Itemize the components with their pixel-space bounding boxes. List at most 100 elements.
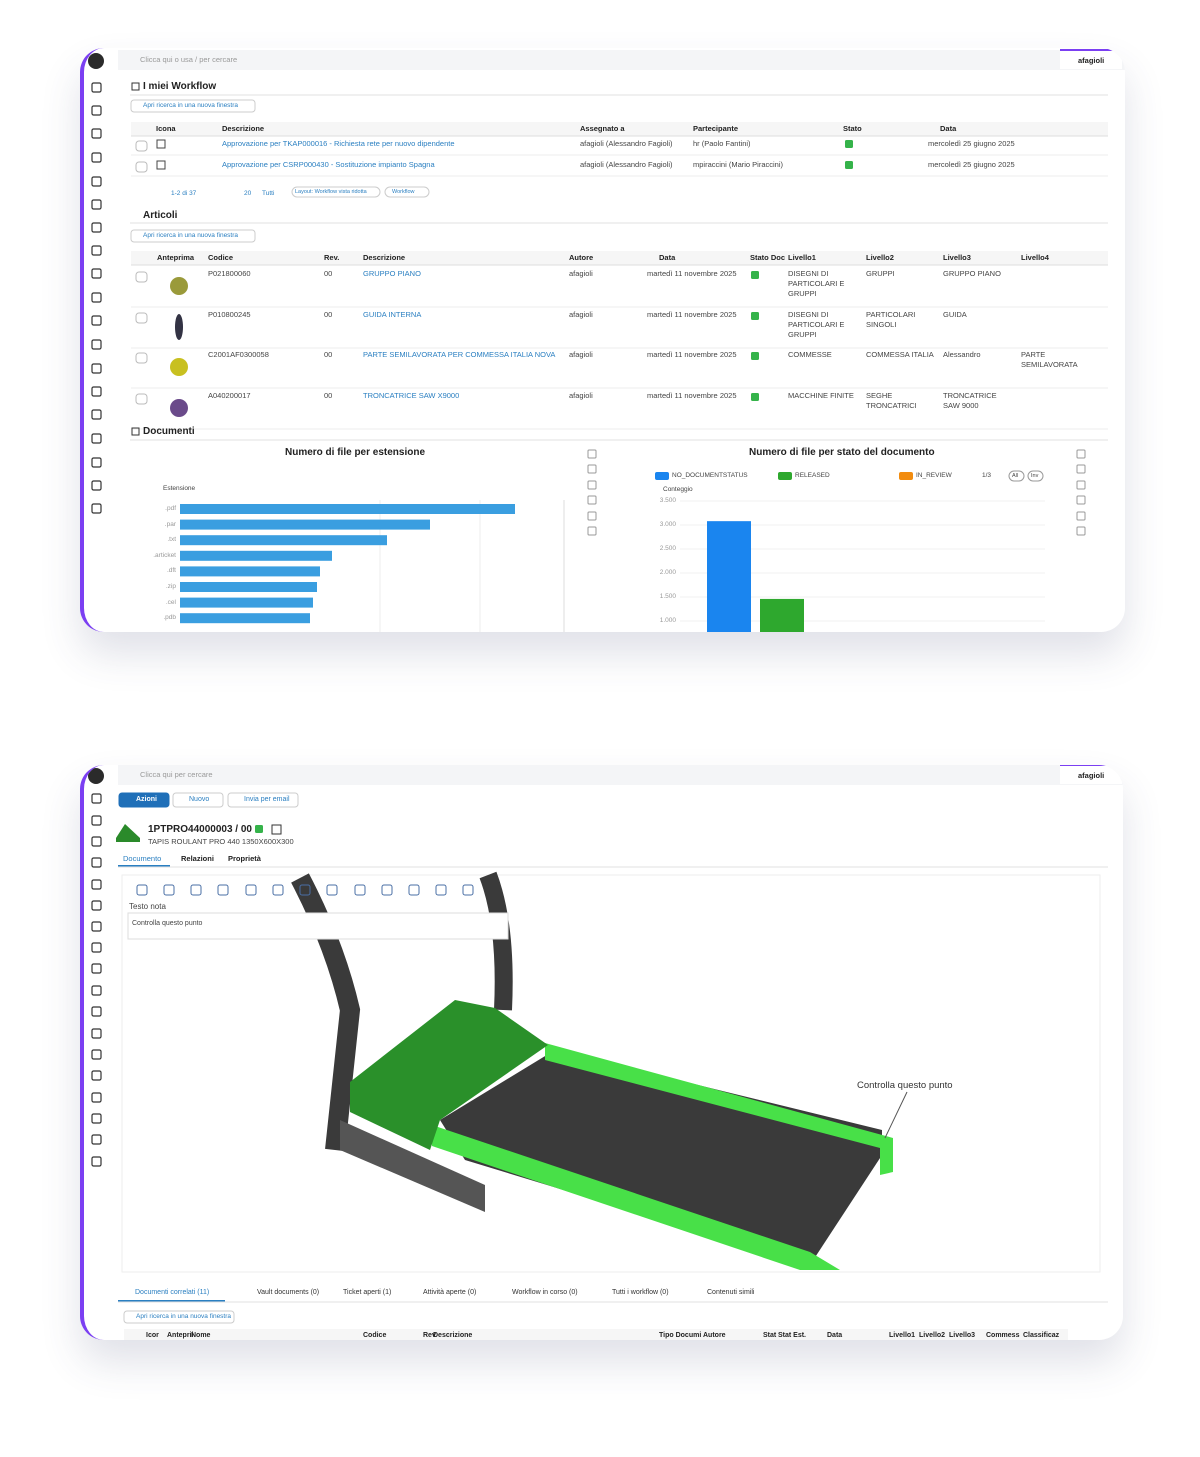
chart-tool-icon — [1076, 464, 1086, 474]
y-tick-label: .txt — [167, 536, 176, 544]
filter-chip-text[interactable]: Workflow — [392, 189, 415, 195]
bottom-tab[interactable]: Attività aperte (0) — [423, 1289, 477, 1296]
detail-card: Clicca qui per cercare afagioli Azioni Nuov… — [80, 765, 1123, 1340]
tab[interactable]: Documento — [123, 854, 162, 863]
sidebar-icon — [91, 245, 102, 256]
y-tick-label: 3.500 — [659, 497, 676, 504]
legend-button — [1008, 470, 1025, 482]
y-tick-label: 3.000 — [659, 521, 676, 528]
viewer-tool — [136, 884, 148, 896]
legend-swatch — [655, 472, 669, 480]
user-menu[interactable]: afagioli — [1078, 56, 1105, 65]
table-header — [131, 251, 1108, 265]
sidebar-icon — [91, 1070, 102, 1081]
workflow-link[interactable]: Approvazione per TKAP000016 - Richiesta … — [222, 139, 455, 148]
sidebar-icon — [91, 836, 102, 847]
document-thumbnail — [116, 824, 140, 842]
cell: martedì 11 novembre 2025 — [647, 269, 737, 278]
bar — [180, 550, 332, 561]
cell: Alessandro — [943, 350, 981, 359]
toolbar-button-text[interactable]: Nuovo — [189, 796, 210, 803]
bottom-tab[interactable]: Contenuti simili — [707, 1289, 755, 1296]
viewer-tool — [326, 884, 338, 896]
bar — [180, 566, 320, 577]
filter-chip — [291, 186, 381, 198]
viewer-tool — [354, 884, 366, 896]
bar — [760, 598, 804, 632]
user-tab-accent — [1060, 49, 1122, 51]
viewer-tool — [462, 884, 474, 896]
bar — [180, 613, 310, 624]
column-header: Livello4 — [1021, 253, 1049, 262]
bottom-tab[interactable]: Ticket aperti (1) — [343, 1289, 392, 1296]
y-tick-label: 1.000 — [659, 617, 676, 624]
workflow-link[interactable]: Approvazione per CSRP000430 - Sostituzio… — [222, 160, 435, 169]
legend-button-text[interactable]: All — [1012, 473, 1019, 479]
cell: GUIDA — [943, 310, 967, 319]
table-header — [124, 1329, 1068, 1340]
open-button[interactable]: Apri ricerca in una nuova finestra — [136, 1313, 232, 1320]
cell[interactable]: GRUPPO PIANO — [363, 269, 421, 278]
status-check — [255, 825, 263, 833]
filter-chip-text[interactable]: Layout: Workflow vista ridotta — [295, 189, 367, 195]
sidebar-icon — [91, 409, 102, 420]
bottom-tab[interactable]: Workflow in corso (0) — [512, 1289, 578, 1296]
button-frame — [123, 1310, 235, 1324]
open-button[interactable]: Apri ricerca in una nuova finestra — [143, 102, 239, 109]
row-expander — [135, 352, 148, 364]
toolbar-button-text[interactable]: Invia per email — [244, 796, 290, 803]
open-button[interactable]: Apri ricerca in una nuova finestra — [143, 232, 239, 239]
sidebar-icon — [91, 1028, 102, 1039]
search-box[interactable]: Clicca qui per cercare — [140, 770, 213, 779]
cell: 00 — [324, 391, 333, 400]
sidebar-icon — [91, 985, 102, 996]
chart-title: Numero di file per estensione — [285, 447, 426, 458]
status-check — [845, 161, 853, 169]
cell[interactable]: TRONCATRICE SAW X9000 — [363, 391, 460, 400]
cell: afagioli — [569, 310, 593, 319]
viewer-tool — [408, 884, 420, 896]
note-text: Controlla questo punto — [132, 920, 203, 927]
side-rail — [545, 1043, 893, 1175]
toolbar-button — [227, 792, 299, 808]
motor-cover — [350, 1000, 548, 1150]
y-tick-label: .par — [164, 520, 176, 528]
sidebar-icon — [91, 386, 102, 397]
y-tick-label: 2.000 — [659, 569, 676, 576]
bottom-tab[interactable]: Tutti i workflow (0) — [612, 1289, 669, 1296]
cell[interactable]: PARTE SEMILAVORATA PER COMMESSA ITALIA N… — [363, 350, 556, 359]
status-check — [751, 312, 759, 320]
axis-label: Conteggio — [663, 486, 693, 493]
workflow-icon — [156, 160, 166, 170]
tab[interactable]: Proprietà — [228, 854, 261, 863]
tab[interactable]: Relazioni — [181, 854, 214, 863]
bar — [180, 582, 317, 592]
toolbar-button-text[interactable]: Azioni — [136, 796, 157, 803]
sidebar-icon — [91, 1156, 102, 1167]
column-header: Assegnato a — [580, 124, 625, 133]
column-header: Icona — [156, 124, 176, 133]
legend-button-text[interactable]: Inv — [1031, 473, 1039, 479]
sidebar-icon — [91, 268, 102, 279]
sidebar-icon — [91, 457, 102, 468]
page-all[interactable]: Tutti — [262, 190, 275, 197]
page-size[interactable]: 20 — [244, 190, 252, 197]
sidebar-icon — [91, 176, 102, 187]
workflow-card: Clicca qui o usa / per cercare afagioli I … — [80, 48, 1125, 632]
legend-label: IN_REVIEW — [916, 472, 952, 479]
section-title: I miei Workflow — [143, 81, 217, 92]
viewer-tool — [299, 884, 311, 896]
date: mercoledì 25 giugno 2025 — [928, 160, 1015, 169]
column-header: Commess — [986, 1332, 1020, 1339]
search-box[interactable]: Clicca qui o usa / per cercare — [140, 55, 238, 64]
bottom-tab[interactable]: Vault documents (0) — [257, 1289, 320, 1296]
chart-title: Numero di file per stato del documento — [749, 447, 935, 458]
column-header: Data — [827, 1332, 843, 1339]
bottom-tab[interactable]: Documenti correlati (11) — [135, 1289, 210, 1296]
workflow-icon — [156, 139, 166, 149]
column-header: Icor — [146, 1332, 159, 1339]
sidebar-icon — [91, 1092, 102, 1103]
viewer-tool — [245, 884, 257, 896]
cell[interactable]: GUIDA INTERNA — [363, 310, 422, 319]
user-menu[interactable]: afagioli — [1078, 771, 1105, 780]
